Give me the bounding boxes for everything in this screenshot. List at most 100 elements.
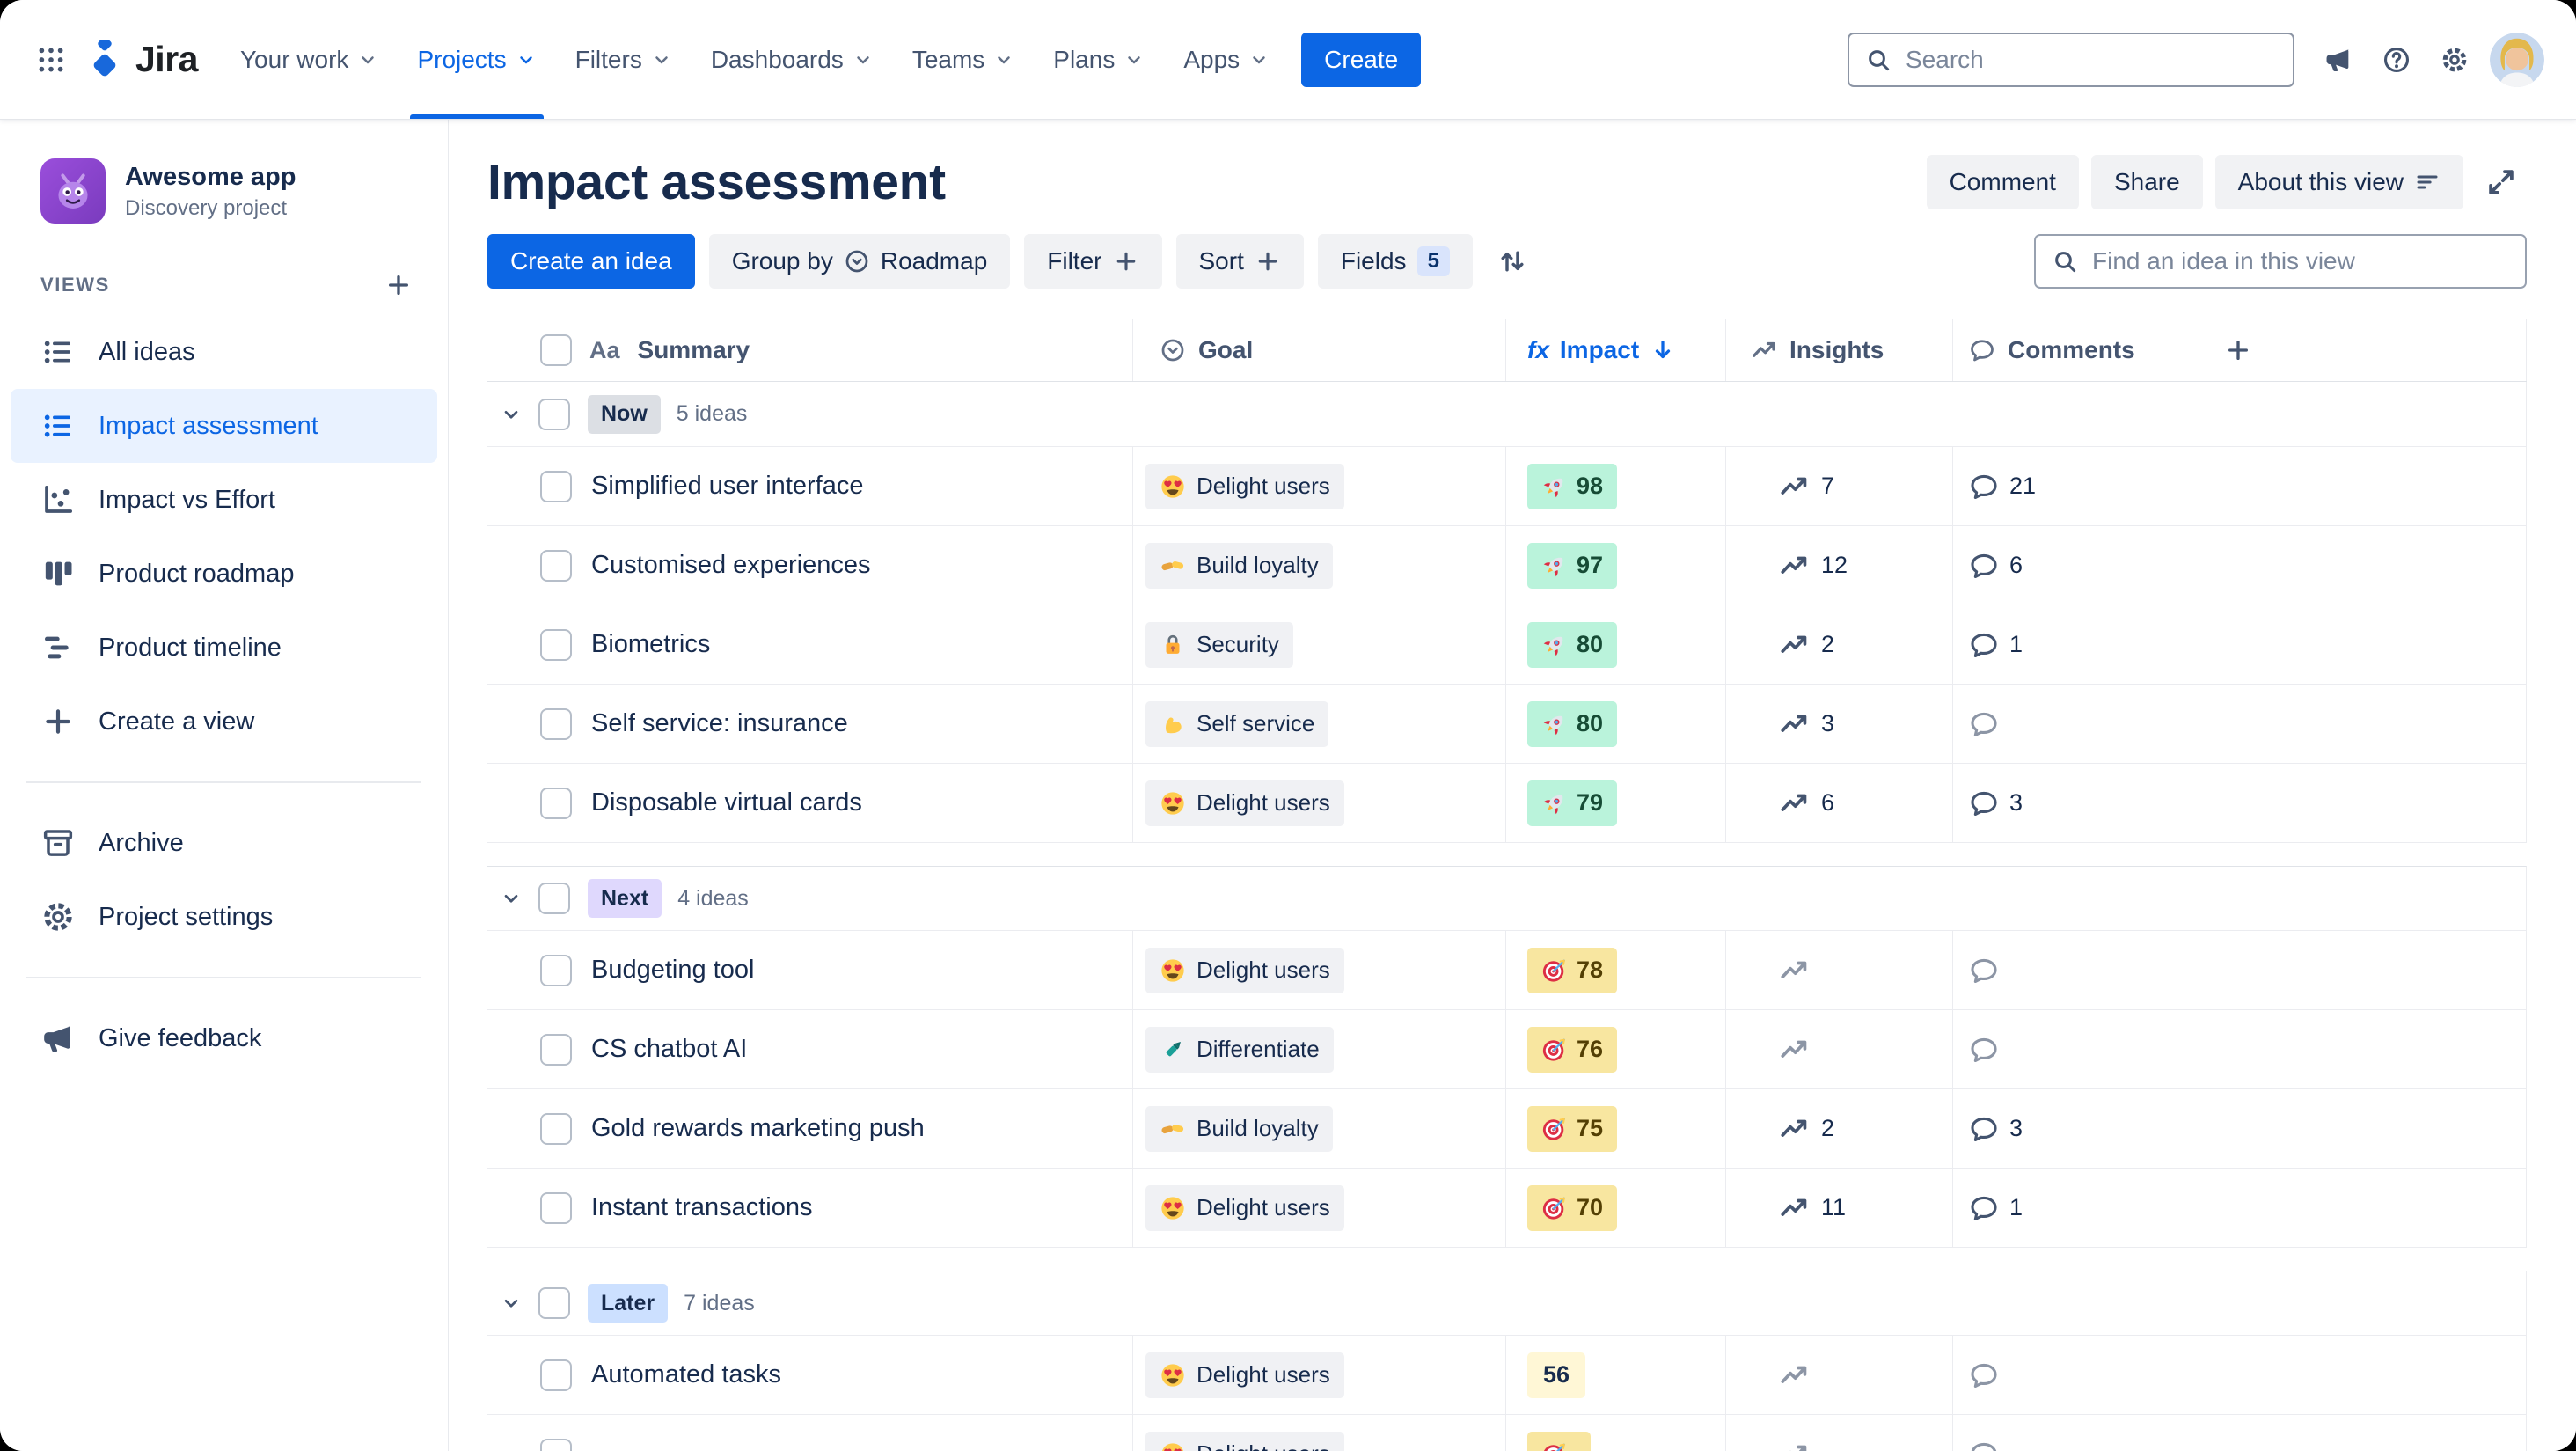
sidebar-item-give-feedback[interactable]: Give feedback [11,1001,437,1075]
idea-row[interactable]: Customised experiences Build loyalty 97 … [487,526,2527,605]
sidebar-item-create-view[interactable]: Create a view [11,685,437,758]
group-header[interactable]: Now 5 ideas [487,382,2527,447]
idea-summary[interactable]: Customised experiences [591,551,871,579]
row-checkbox[interactable] [540,1191,572,1224]
sidebar-item-project-settings[interactable]: Project settings [11,880,437,954]
goal-chip[interactable]: Build loyalty [1145,1105,1333,1152]
create-button[interactable]: Create [1301,32,1422,87]
collapse-group-icon[interactable] [500,1292,523,1315]
impact-chip[interactable]: 78 [1527,947,1618,993]
idea-summary[interactable]: Simplified user interface [591,472,864,500]
impact-chip[interactable]: 56 [1527,1352,1586,1398]
global-search-input[interactable] [1904,44,2277,75]
impact-chip[interactable] [1527,1431,1591,1451]
collapse-group-icon[interactable] [500,887,523,910]
row-checkbox[interactable] [540,787,572,819]
impact-chip[interactable]: 79 [1527,780,1618,826]
goal-chip[interactable]: Delight users [1145,1184,1344,1231]
add-column-button[interactable] [2192,319,2527,381]
insights-cell[interactable] [1726,931,1953,1009]
comments-cell[interactable] [1953,1010,2192,1088]
column-goal[interactable]: Goal [1133,319,1506,381]
nav-plans[interactable]: Plans [1034,0,1164,119]
idea-summary[interactable]: Biometrics [591,630,711,658]
nav-your-work[interactable]: Your work [221,0,398,119]
find-idea-input[interactable] [2090,246,2509,276]
project-header[interactable]: Awesome app Discovery project [0,146,448,262]
sidebar-item-product-roadmap[interactable]: Product roadmap [11,537,437,611]
idea-row[interactable]: Budgeting tool Delight users 78 [487,931,2527,1010]
collapse-group-icon[interactable] [500,403,523,426]
add-view-icon[interactable] [384,271,413,299]
column-summary[interactable]: Aa Summary [487,319,1133,381]
sidebar-item-impact-vs-effort[interactable]: Impact vs Effort [11,463,437,537]
group-checkbox[interactable] [538,1287,570,1319]
idea-row[interactable]: Instant transactions Delight users 70 11… [487,1169,2527,1248]
sidebar-item-product-timeline[interactable]: Product timeline [11,611,437,685]
row-checkbox[interactable] [540,1112,572,1145]
insights-cell[interactable]: 6 [1726,764,1953,842]
nav-dashboards[interactable]: Dashboards [692,0,893,119]
announcements-button[interactable] [2314,35,2363,84]
comments-cell[interactable]: 3 [1953,1089,2192,1168]
row-checkbox[interactable] [540,1359,572,1391]
goal-chip[interactable]: Delight users [1145,463,1344,509]
create-idea-button[interactable]: Create an idea [487,234,695,289]
goal-chip[interactable]: Build loyalty [1145,542,1333,589]
comments-cell[interactable]: 1 [1953,1169,2192,1247]
goal-chip[interactable]: Security [1145,621,1293,668]
goal-chip[interactable]: Delight users [1145,1431,1344,1451]
row-checkbox[interactable] [540,628,572,661]
idea-row[interactable]: Disposable virtual cards Delight users 7… [487,764,2527,843]
comments-cell[interactable]: 21 [1953,447,2192,525]
select-all-checkbox[interactable] [540,334,572,366]
goal-chip[interactable]: Delight users [1145,780,1344,826]
idea-row[interactable]: CS chatbot AI Differentiate 76 [487,1010,2527,1089]
impact-chip[interactable]: 97 [1527,542,1618,589]
insights-cell[interactable]: 7 [1726,447,1953,525]
comments-cell[interactable] [1953,685,2192,763]
column-impact[interactable]: fx Impact [1506,319,1726,381]
fullscreen-button[interactable] [2476,157,2527,208]
idea-row[interactable]: Automated tasks Delight users 56 [487,1336,2527,1415]
comment-button[interactable]: Comment [1926,155,2079,209]
settings-button[interactable] [2430,35,2479,84]
fields-button[interactable]: Fields 5 [1317,234,1473,289]
row-checkbox[interactable] [540,954,572,986]
impact-chip[interactable]: 98 [1527,463,1618,509]
row-checkbox[interactable] [540,549,572,582]
group-header[interactable]: Next 4 ideas [487,866,2527,931]
group-by-button[interactable]: Group by Roadmap [708,234,1011,289]
goal-chip[interactable]: Delight users [1145,947,1344,993]
idea-summary[interactable]: CS chatbot AI [591,1035,748,1063]
insights-cell[interactable] [1726,1415,1953,1451]
insights-cell[interactable]: 12 [1726,526,1953,605]
impact-chip[interactable]: 80 [1527,700,1618,747]
comments-cell[interactable]: 6 [1953,526,2192,605]
impact-chip[interactable]: 75 [1527,1105,1618,1152]
find-idea-search[interactable] [2034,234,2527,289]
idea-row[interactable]: Self service: insurance Self service 80 … [487,685,2527,764]
group-checkbox[interactable] [538,883,570,914]
nav-teams[interactable]: Teams [893,0,1034,119]
insights-cell[interactable] [1726,1010,1953,1088]
idea-row[interactable]: Simplified user interface Delight users … [487,447,2527,526]
sidebar-item-archive[interactable]: Archive [11,806,437,880]
insights-cell[interactable]: 11 [1726,1169,1953,1247]
goal-chip[interactable]: Delight users [1145,1352,1344,1398]
sidebar-item-all-ideas[interactable]: All ideas [11,315,437,389]
user-avatar[interactable] [2490,33,2544,87]
idea-summary[interactable]: Disposable virtual cards [591,788,862,817]
idea-row[interactable]: Gold rewards marketing push Build loyalt… [487,1089,2527,1169]
insights-cell[interactable]: 2 [1726,605,1953,684]
filter-button[interactable]: Filter [1024,234,1162,289]
sidebar-item-impact-assessment[interactable]: Impact assessment [11,389,437,463]
impact-chip[interactable]: 80 [1527,621,1618,668]
comments-cell[interactable] [1953,1336,2192,1414]
global-search[interactable] [1848,32,2294,87]
insights-cell[interactable]: 2 [1726,1089,1953,1168]
comments-cell[interactable]: 3 [1953,764,2192,842]
impact-chip[interactable]: 70 [1527,1184,1618,1231]
idea-summary[interactable]: Self service: insurance [591,709,848,737]
goal-chip[interactable]: Self service [1145,700,1329,747]
